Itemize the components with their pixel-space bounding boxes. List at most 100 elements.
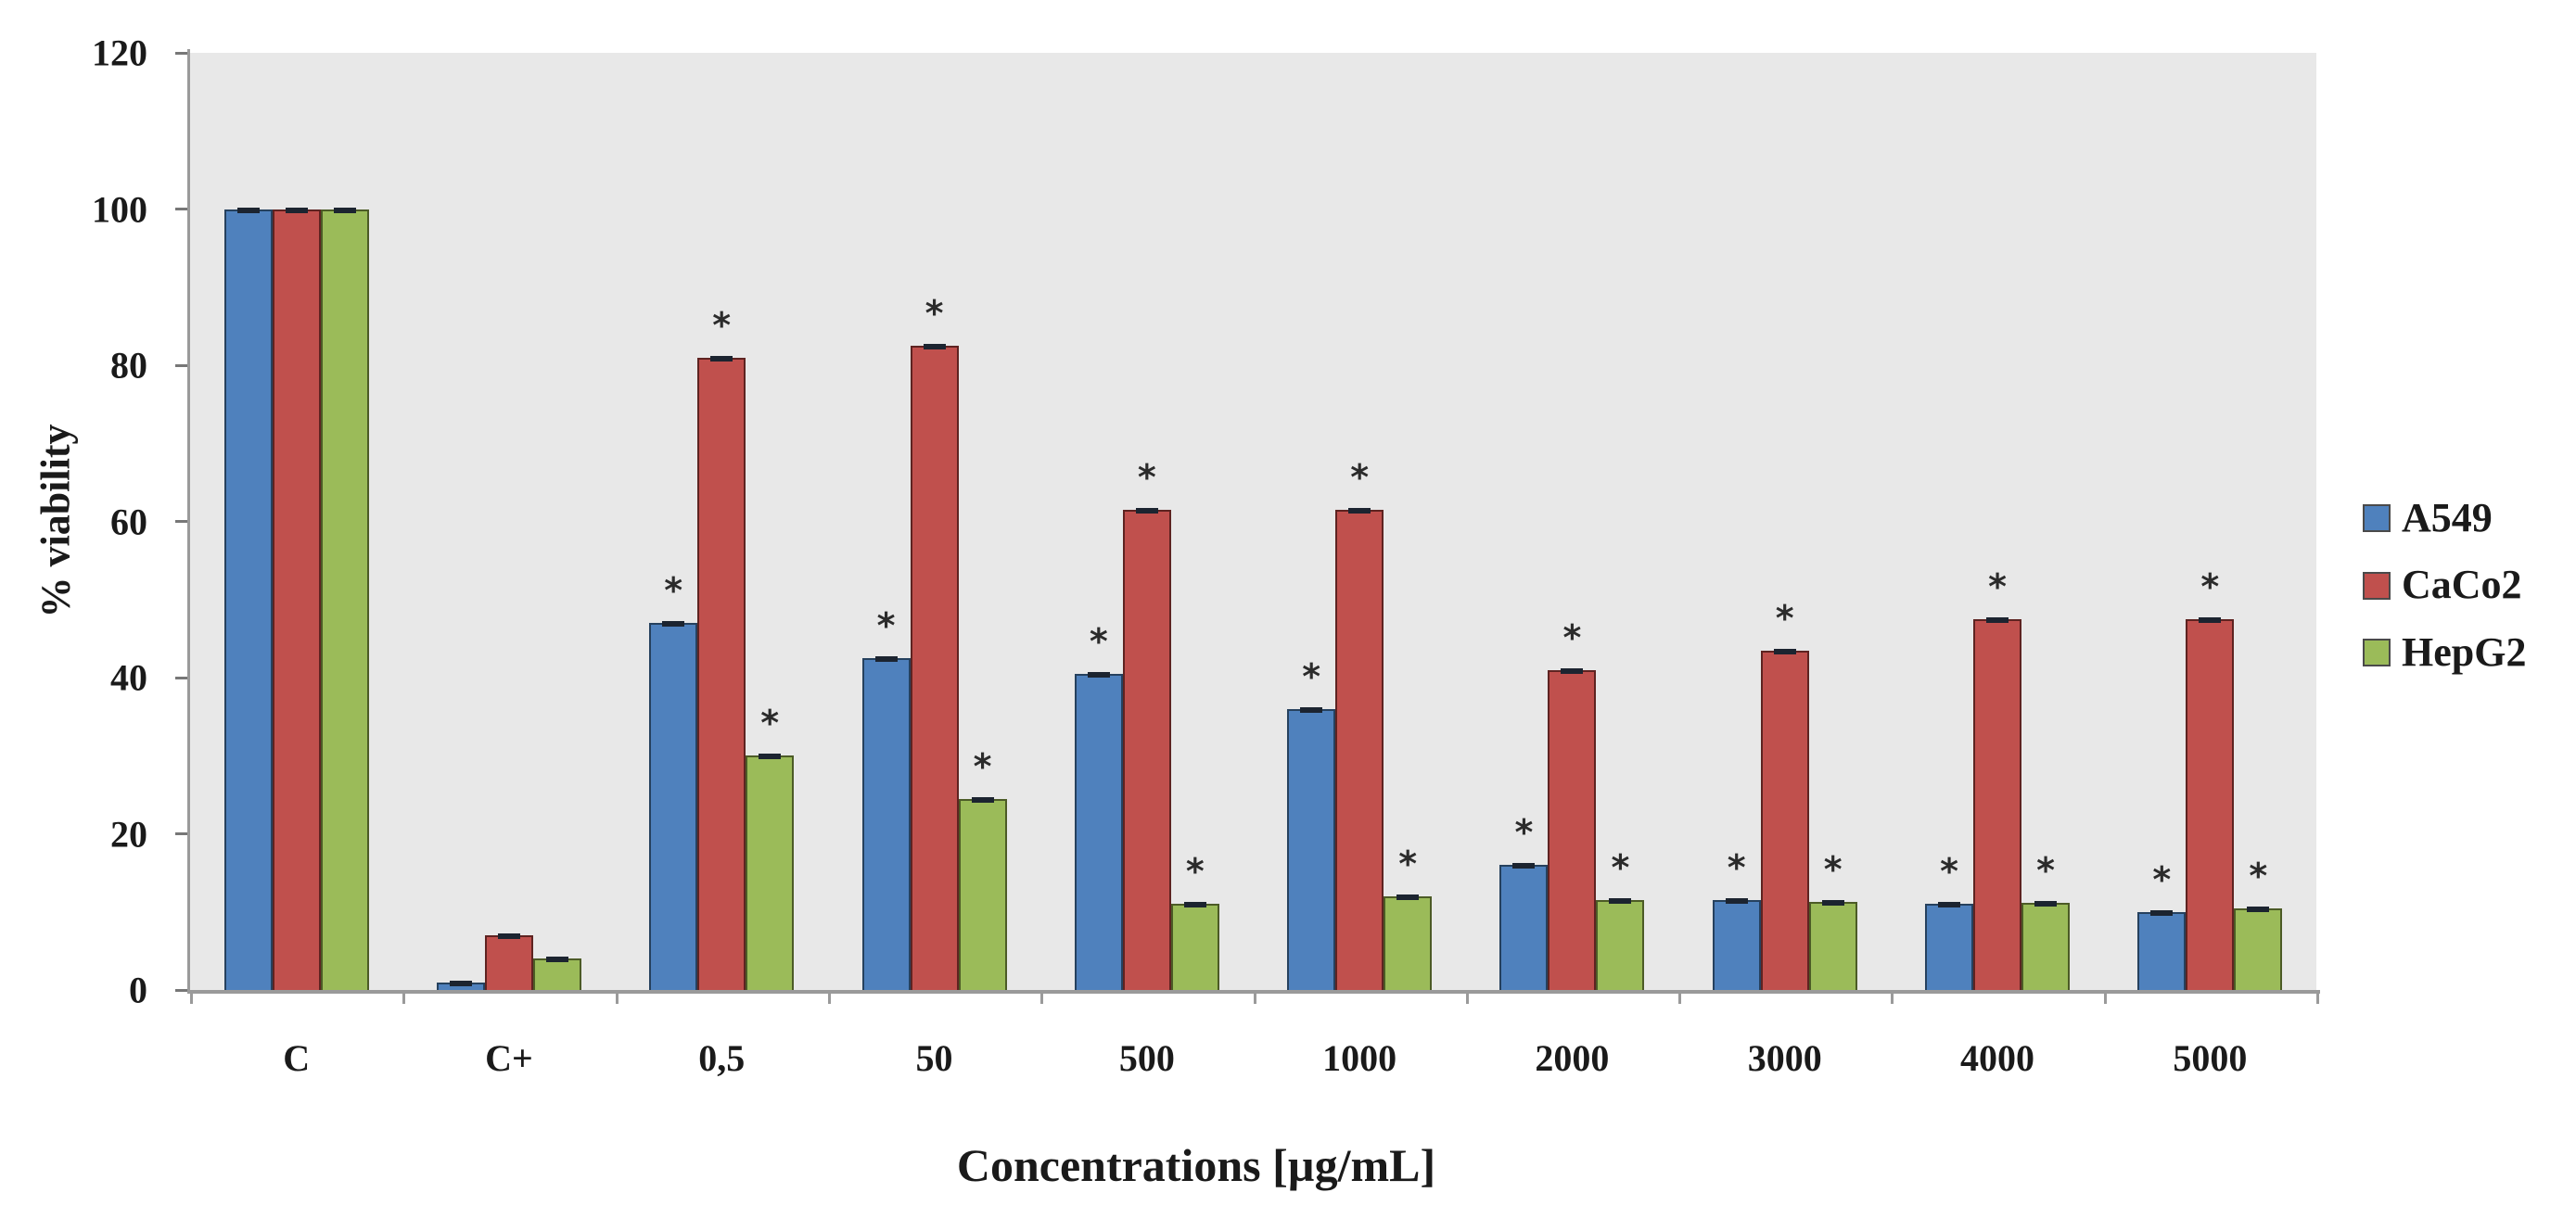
significance-asterisk: * bbox=[664, 570, 683, 612]
bar-A549: * bbox=[649, 573, 698, 990]
bar-CaCo2: * bbox=[1335, 460, 1384, 990]
y-tick-mark bbox=[175, 832, 187, 836]
legend-item: A549 bbox=[2363, 495, 2526, 540]
legend-item: CaCo2 bbox=[2363, 562, 2526, 607]
x-axis-title: Concentrations [µg/mL] bbox=[956, 1139, 1436, 1191]
bar-HepG2: * bbox=[1384, 846, 1433, 990]
legend: A549 CaCo2 HepG2 bbox=[2363, 495, 2527, 675]
error-bar-cap bbox=[1609, 898, 1632, 905]
significance-asterisk: * bbox=[2152, 858, 2172, 900]
y-tick-label: 120 bbox=[92, 32, 147, 74]
error-bar-cap bbox=[497, 933, 520, 940]
error-bar-cap bbox=[1396, 894, 1420, 900]
error-bar-cap bbox=[1135, 507, 1158, 514]
x-tick-label: C bbox=[283, 1037, 311, 1079]
bar-CaCo2: * bbox=[910, 296, 959, 990]
y-tick-mark bbox=[175, 208, 187, 210]
bar-HepG2: * bbox=[746, 705, 795, 990]
significance-asterisk: * bbox=[1727, 847, 1746, 889]
y-tick-mark bbox=[175, 363, 187, 367]
significance-asterisk: * bbox=[973, 745, 992, 787]
significance-asterisk: * bbox=[1823, 848, 1843, 890]
significance-asterisk: * bbox=[1940, 851, 1958, 893]
bar-CaCo2: * bbox=[697, 308, 746, 990]
bar-HepG2: * bbox=[2021, 853, 2071, 990]
bar-CaCo2: * bbox=[2186, 569, 2235, 990]
x-tick-mark bbox=[1253, 994, 1256, 1004]
significance-asterisk: * bbox=[1988, 565, 2007, 607]
bar-group: * * * bbox=[1678, 53, 1891, 990]
bar-group: * * * bbox=[828, 53, 1040, 990]
bar-CaCo2: * bbox=[1548, 620, 1597, 990]
x-tick-mark bbox=[1040, 994, 1044, 1004]
error-bar-cap bbox=[923, 343, 946, 349]
x-tick-label: 500 bbox=[1118, 1037, 1175, 1079]
error-bar-cap bbox=[285, 207, 308, 213]
y-tick-label: 80 bbox=[110, 344, 147, 387]
significance-asterisk: * bbox=[1398, 843, 1418, 884]
significance-asterisk: * bbox=[1514, 812, 1534, 854]
y-tick-mark bbox=[175, 676, 187, 679]
bar-A549 bbox=[223, 207, 273, 990]
error-bar-cap bbox=[1725, 898, 1748, 905]
bar-group: * * * bbox=[1253, 53, 1465, 990]
error-bar-cap bbox=[449, 980, 472, 986]
bar-group: * * * bbox=[2104, 53, 2316, 990]
bar-A549: * bbox=[2137, 862, 2187, 990]
y-tick-mark bbox=[175, 520, 187, 523]
significance-asterisk: * bbox=[1611, 847, 1630, 889]
significance-asterisk: * bbox=[1137, 456, 1156, 498]
error-bar-cap bbox=[1183, 902, 1206, 908]
y-tick-label: 100 bbox=[92, 188, 147, 230]
bar-group: * * * bbox=[1466, 53, 1678, 990]
significance-asterisk: * bbox=[1302, 655, 1321, 697]
error-bar-cap bbox=[971, 796, 994, 803]
bar-HepG2: * bbox=[958, 749, 1007, 990]
bar-A549: * bbox=[1499, 815, 1549, 990]
x-tick-label: 0,5 bbox=[698, 1037, 746, 1079]
significance-asterisk: * bbox=[1775, 597, 1794, 639]
bar-A549: * bbox=[1925, 854, 1974, 990]
error-bar-cap bbox=[1087, 671, 1110, 678]
error-bar-cap bbox=[545, 957, 568, 963]
error-bar-cap bbox=[2247, 906, 2270, 912]
error-bar-cap bbox=[1938, 902, 1961, 908]
bar-HepG2 bbox=[320, 207, 369, 990]
x-tick-label: 4000 bbox=[1960, 1037, 2035, 1079]
y-tick-label: 60 bbox=[110, 501, 147, 542]
significance-asterisk: * bbox=[2036, 849, 2055, 891]
x-tick-label: 1000 bbox=[1322, 1037, 1397, 1079]
x-tick-label: 50 bbox=[915, 1037, 953, 1079]
bar-group bbox=[402, 53, 615, 990]
bar-HepG2 bbox=[532, 957, 581, 990]
significance-asterisk: * bbox=[2249, 855, 2268, 896]
error-bar-cap bbox=[1348, 507, 1371, 514]
bar-group bbox=[190, 53, 402, 990]
bar-HepG2: * bbox=[2234, 858, 2283, 990]
bar-A549: * bbox=[1712, 850, 1761, 990]
bar-A549: * bbox=[1287, 659, 1336, 990]
y-tick-label: 0 bbox=[129, 969, 147, 1011]
error-bar-cap bbox=[2150, 909, 2174, 916]
bar-HepG2: * bbox=[1596, 850, 1645, 990]
legend-swatch-A549 bbox=[2363, 504, 2391, 533]
error-bar-cap bbox=[1512, 863, 1536, 869]
significance-asterisk: * bbox=[712, 304, 732, 346]
significance-asterisk: * bbox=[1185, 851, 1205, 893]
legend-item: HepG2 bbox=[2363, 628, 2527, 675]
significance-asterisk: * bbox=[1350, 456, 1370, 498]
significance-asterisk: * bbox=[876, 604, 896, 646]
error-bar-cap bbox=[333, 207, 356, 213]
significance-asterisk: * bbox=[925, 292, 944, 334]
error-bar-cap bbox=[710, 355, 733, 362]
legend-label: HepG2 bbox=[2402, 628, 2527, 675]
y-tick-mark bbox=[175, 51, 187, 55]
error-bar-cap bbox=[1986, 616, 2009, 623]
x-tick-mark bbox=[2103, 994, 2107, 1004]
error-bar-cap bbox=[1300, 706, 1323, 713]
legend-label: A549 bbox=[2402, 495, 2493, 540]
plot-area: * * * * * * * * * * * * * * * * * * * * * * * * bbox=[190, 53, 2316, 990]
error-bar-cap bbox=[662, 621, 685, 628]
bar-group: * * * bbox=[1040, 53, 1253, 990]
